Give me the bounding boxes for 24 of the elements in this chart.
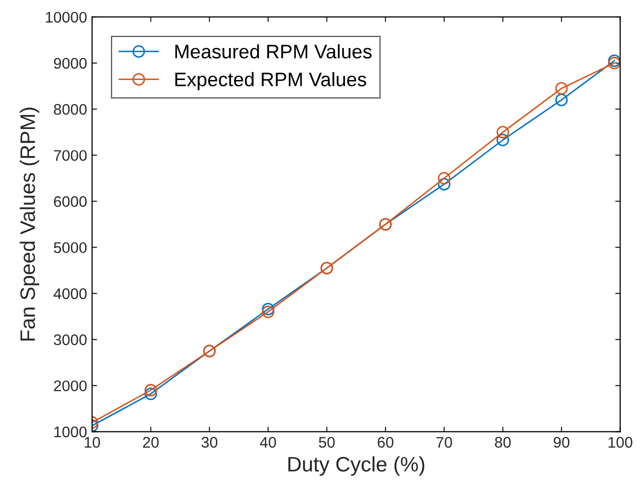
legend-label: Expected RPM Values <box>175 72 366 90</box>
x-tick-label: 40 <box>260 436 276 448</box>
x-tick-label: 80 <box>494 436 511 448</box>
y-tick-label: 3000 <box>54 334 87 346</box>
x-tick-label: 90 <box>554 436 570 448</box>
x-tick-label: 10 <box>84 436 100 448</box>
y-tick-label: 6000 <box>54 196 87 207</box>
y-tick-label: 8000 <box>54 104 87 115</box>
y-tick-label: 5000 <box>54 242 87 254</box>
x-tick-label: 70 <box>436 436 452 448</box>
x-tick-label: 20 <box>143 436 159 448</box>
y-tick-label: 2000 <box>54 380 87 392</box>
legend-label: Measured RPM Values <box>175 44 372 58</box>
x-tick-label: 100 <box>608 436 632 448</box>
y-tick-label: 1000 <box>54 426 87 438</box>
x-tick-label: 50 <box>318 436 335 448</box>
x-tick-label: 30 <box>202 436 218 448</box>
x-axis-title: Duty Cycle (%) <box>288 456 424 476</box>
x-tick-label: 60 <box>378 436 394 448</box>
y-tick-label: 7000 <box>54 150 87 161</box>
y-axis-title: Fan Speed Values (RPM) <box>20 108 40 341</box>
y-tick-label: 10000 <box>46 12 87 23</box>
y-tick-label: 9000 <box>54 58 87 69</box>
y-tick-label: 4000 <box>54 288 87 300</box>
